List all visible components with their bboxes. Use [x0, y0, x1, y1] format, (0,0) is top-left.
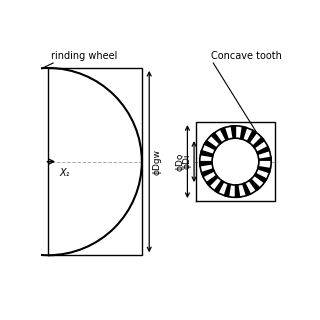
Wedge shape	[246, 130, 256, 143]
Wedge shape	[206, 136, 219, 148]
Text: ϕDgw: ϕDgw	[152, 148, 161, 175]
Wedge shape	[249, 133, 261, 145]
Wedge shape	[258, 150, 271, 158]
Wedge shape	[243, 182, 252, 196]
Wedge shape	[249, 178, 261, 190]
Wedge shape	[243, 128, 252, 141]
Wedge shape	[219, 128, 228, 141]
Wedge shape	[204, 172, 217, 183]
Wedge shape	[254, 140, 267, 151]
Wedge shape	[200, 156, 212, 162]
Wedge shape	[200, 162, 212, 167]
Wedge shape	[200, 165, 213, 173]
Wedge shape	[246, 180, 256, 193]
Wedge shape	[256, 169, 269, 178]
Wedge shape	[224, 184, 232, 197]
Wedge shape	[236, 126, 241, 139]
Wedge shape	[256, 145, 269, 154]
Wedge shape	[219, 182, 228, 196]
Text: ϕDi: ϕDi	[183, 154, 192, 169]
Wedge shape	[259, 156, 271, 162]
Wedge shape	[210, 133, 222, 145]
Wedge shape	[210, 178, 222, 190]
Wedge shape	[200, 150, 213, 158]
Text: rinding wheel: rinding wheel	[51, 51, 117, 60]
Wedge shape	[230, 185, 236, 197]
Wedge shape	[230, 126, 236, 139]
Wedge shape	[224, 126, 232, 139]
Wedge shape	[258, 165, 271, 173]
Text: ϕDo: ϕDo	[176, 152, 185, 171]
Wedge shape	[259, 162, 271, 167]
Circle shape	[212, 138, 259, 185]
Text: Concave tooth: Concave tooth	[211, 51, 282, 60]
Wedge shape	[206, 175, 219, 187]
Wedge shape	[214, 180, 225, 193]
Wedge shape	[239, 126, 246, 139]
Wedge shape	[214, 130, 225, 143]
Wedge shape	[204, 140, 217, 151]
Text: X₁: X₁	[59, 168, 70, 178]
Wedge shape	[236, 185, 241, 197]
Wedge shape	[239, 184, 246, 197]
Wedge shape	[252, 175, 264, 187]
Wedge shape	[202, 145, 215, 154]
Wedge shape	[202, 169, 215, 178]
Wedge shape	[252, 136, 264, 148]
Wedge shape	[254, 172, 267, 183]
